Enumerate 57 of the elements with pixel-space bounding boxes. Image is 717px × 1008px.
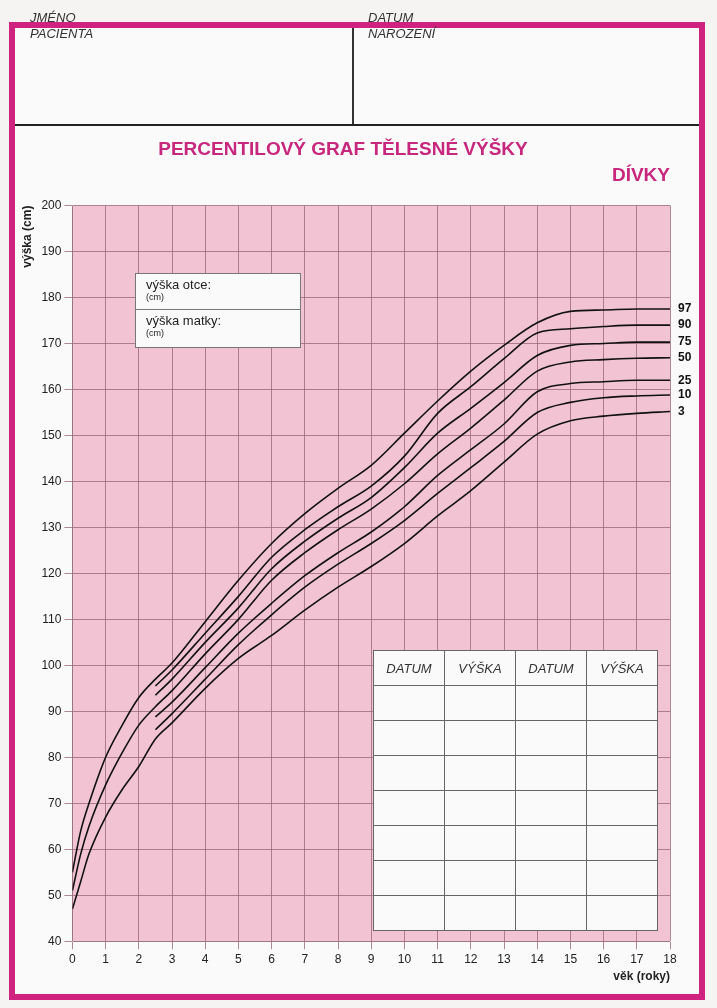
text: JMÉNO PACIENTA bbox=[30, 10, 95, 42]
annotation: VÝŠKA bbox=[586, 650, 658, 686]
x-tick-label: 15 bbox=[563, 951, 578, 966]
x-tick-label: 9 bbox=[367, 951, 375, 966]
x-tick-label: 4 bbox=[201, 951, 209, 966]
x-tick-label: 7 bbox=[301, 951, 309, 966]
y-tick-label: 190 bbox=[41, 243, 62, 258]
series-label: 97 bbox=[678, 301, 692, 316]
x-axis-title: věk (roky) bbox=[613, 969, 670, 984]
annotation: DATUM bbox=[373, 650, 445, 686]
series-label: 50 bbox=[678, 350, 692, 365]
y-tick-label: 60 bbox=[48, 841, 62, 856]
annotation: DATUM bbox=[515, 650, 587, 686]
x-tick-label: 8 bbox=[334, 951, 342, 966]
x-tick-label: 10 bbox=[397, 951, 412, 966]
annotation: VÝŠKA bbox=[444, 650, 516, 686]
x-tick-label: 5 bbox=[235, 951, 243, 966]
y-tick-label: 150 bbox=[41, 427, 62, 442]
x-tick-label: 17 bbox=[630, 951, 644, 966]
x-tick-label: 13 bbox=[497, 951, 511, 966]
x-tick-label: 6 bbox=[268, 951, 276, 966]
chart-title: PERCENTILOVÝ GRAF TĚLESNÉ VÝŠKY bbox=[158, 137, 529, 159]
y-axis-title: výška (cm) bbox=[19, 205, 34, 268]
x-tick-label: 1 bbox=[102, 951, 110, 966]
series-label: 90 bbox=[678, 317, 692, 332]
y-tick-label: 170 bbox=[41, 335, 62, 350]
annotation: (cm) bbox=[146, 328, 165, 340]
y-tick-label: 50 bbox=[48, 887, 62, 902]
y-tick-label: 70 bbox=[48, 795, 62, 810]
x-tick-label: 3 bbox=[168, 951, 176, 966]
x-tick-label: 12 bbox=[464, 951, 478, 966]
y-tick-label: 100 bbox=[41, 657, 62, 672]
y-tick-label: 140 bbox=[41, 473, 62, 488]
x-tick-label: 16 bbox=[596, 951, 611, 966]
y-tick-label: 120 bbox=[41, 565, 62, 580]
series-label: 10 bbox=[678, 387, 692, 402]
chart-subtitle: DÍVKY bbox=[611, 164, 671, 186]
y-tick-label: 40 bbox=[48, 933, 62, 948]
y-tick-label: 200 bbox=[41, 197, 62, 212]
series-label: 3 bbox=[678, 403, 685, 418]
y-tick-label: 130 bbox=[41, 519, 62, 534]
x-tick-label: 18 bbox=[663, 951, 677, 966]
annotation: výška matky: bbox=[146, 313, 222, 328]
annotation: (cm) bbox=[146, 292, 165, 304]
x-tick-label: 11 bbox=[431, 951, 445, 966]
x-tick-label: 0 bbox=[69, 951, 77, 966]
y-tick-label: 160 bbox=[41, 381, 62, 396]
y-tick-label: 180 bbox=[41, 289, 62, 304]
y-tick-label: 80 bbox=[48, 749, 62, 764]
series-label: 75 bbox=[678, 334, 692, 349]
y-tick-label: 90 bbox=[48, 703, 62, 718]
y-tick-label: 110 bbox=[42, 611, 62, 626]
x-tick-label: 14 bbox=[530, 951, 545, 966]
x-tick-label: 2 bbox=[135, 951, 143, 966]
text: DATUM NAROZENÍ bbox=[368, 10, 438, 42]
annotation: výška otce: bbox=[146, 277, 212, 292]
series-label: 25 bbox=[678, 372, 692, 387]
